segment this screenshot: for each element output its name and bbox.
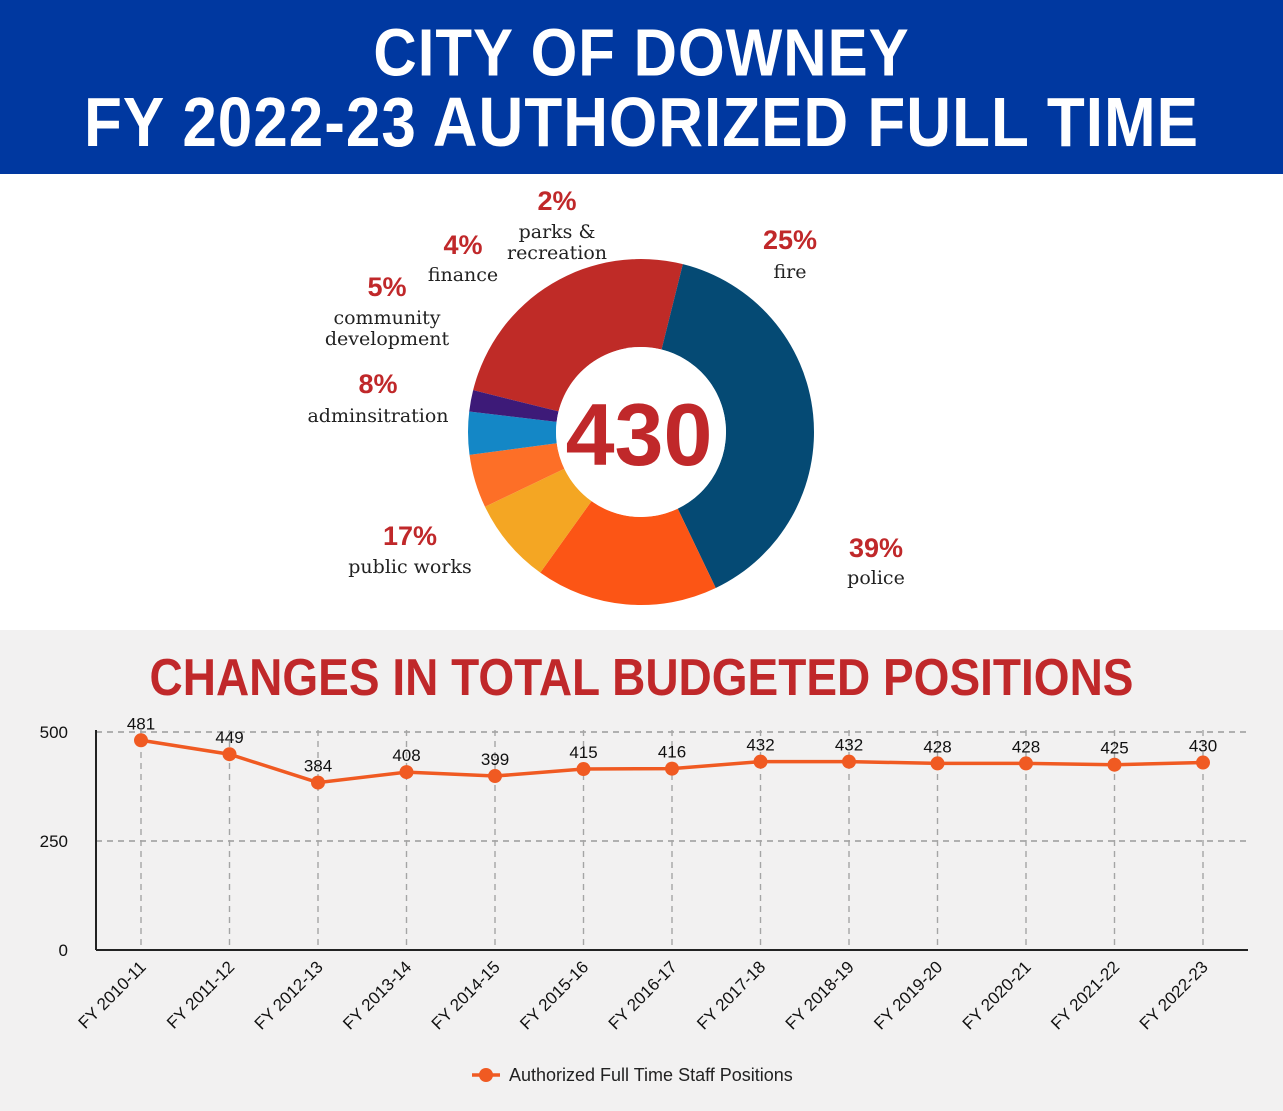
donut-chart: 25% fire 39% police 17% public works 8% adminsi… [307,186,905,605]
slice-name-label-adminsitration: adminsitration [307,405,448,427]
donut-hole [556,347,726,517]
y-tick-label: 500 [40,723,68,742]
data-label: 408 [392,746,420,765]
legend-label: Authorized Full Time Staff Positions [509,1065,793,1085]
data-point [842,754,856,769]
slice-pct-label-police: 39% [849,533,903,563]
data-point [311,775,325,790]
slice-name-label-finance: finance [428,264,498,286]
slice-pct-label-adminsitration: 8% [358,369,397,399]
donut-slice-community-development [469,443,565,507]
slice-pct-label-fire: 25% [763,225,817,255]
x-tick-label: FY 2015-16 [516,957,592,1033]
x-tick-label: FY 2021-22 [1047,957,1123,1033]
x-tick-label: FY 2011-12 [163,957,238,1032]
x-tick-label: FY 2017-18 [693,957,769,1033]
x-tick-label: FY 2022-23 [1136,957,1212,1033]
x-tick-label: FY 2013-14 [339,957,415,1033]
data-label: 416 [658,743,686,762]
slice-name-label-community-development: community [333,307,440,329]
data-label: 449 [215,728,243,747]
data-label: 415 [569,743,597,762]
x-tick-label: FY 2018-19 [782,957,858,1033]
x-tick-label: FY 2020-21 [959,957,1035,1033]
slice-name-label-police: police [847,567,905,589]
slice-pct-label-parks-recreation: 2% [537,186,576,216]
data-label: 432 [835,736,863,755]
data-point [1196,755,1210,770]
x-tick-label: FY 2010-11 [75,957,150,1032]
y-tick-label: 0 [59,941,68,960]
slice-name-label-fire: fire [774,261,807,283]
data-point [1107,757,1122,772]
data-point [399,765,414,780]
donut-center-total: 430 [566,385,713,484]
data-label: 428 [1012,737,1040,756]
donut-slice-adminsitration [484,468,592,573]
title-line-1: CITY OF DOWNEY [373,14,910,91]
data-label: 430 [1189,737,1217,756]
donut-slice-fire [473,259,683,412]
data-point [930,756,945,771]
donut-slice-public-works [540,501,716,605]
data-point [488,769,502,784]
data-point [222,747,237,762]
slice-name-label-parks-recreation: parks & [519,221,596,243]
x-tick-label: FY 2012-13 [251,957,327,1033]
data-label: 432 [746,736,774,755]
slice-name-label-community-development: development [325,328,450,350]
slice-name-label-parks-recreation: recreation [507,242,607,264]
data-label: 384 [304,757,332,776]
x-tick-label: FY 2014-15 [428,957,504,1033]
data-point [576,762,591,777]
header-banner: CITY OF DOWNEY FY 2022-23 AUTHORIZED FUL… [0,0,1283,241]
data-label: 481 [127,714,155,733]
data-point [753,754,768,769]
x-tick-label: FY 2019-20 [870,957,946,1033]
legend-marker [479,1068,493,1082]
data-point [1019,756,1033,771]
donut-slice-police [661,264,814,589]
slice-name-label-public-works: public works [348,556,471,578]
slice-pct-label-finance: 4% [443,230,482,260]
x-tick-label: FY 2016-17 [605,957,681,1033]
line-chart-title: CHANGES IN TOTAL BUDGETED POSITIONS [149,647,1134,707]
slice-pct-label-public-works: 17% [383,521,437,551]
data-label: 399 [481,750,509,769]
line-chart-section: CHANGES IN TOTAL BUDGETED POSITIONS 0 250… [0,630,1283,1111]
y-tick-label: 250 [40,832,68,851]
data-point [134,733,148,748]
donut-section: 25% fire 39% police 17% public works 8% adminsi… [0,174,1283,630]
data-label: 425 [1100,739,1128,758]
donut-slice-parks-recreation [469,390,559,422]
slice-pct-label-community-development: 5% [367,272,406,302]
data-point [665,761,679,776]
data-label: 428 [923,737,951,756]
donut-slice-finance [468,411,557,455]
